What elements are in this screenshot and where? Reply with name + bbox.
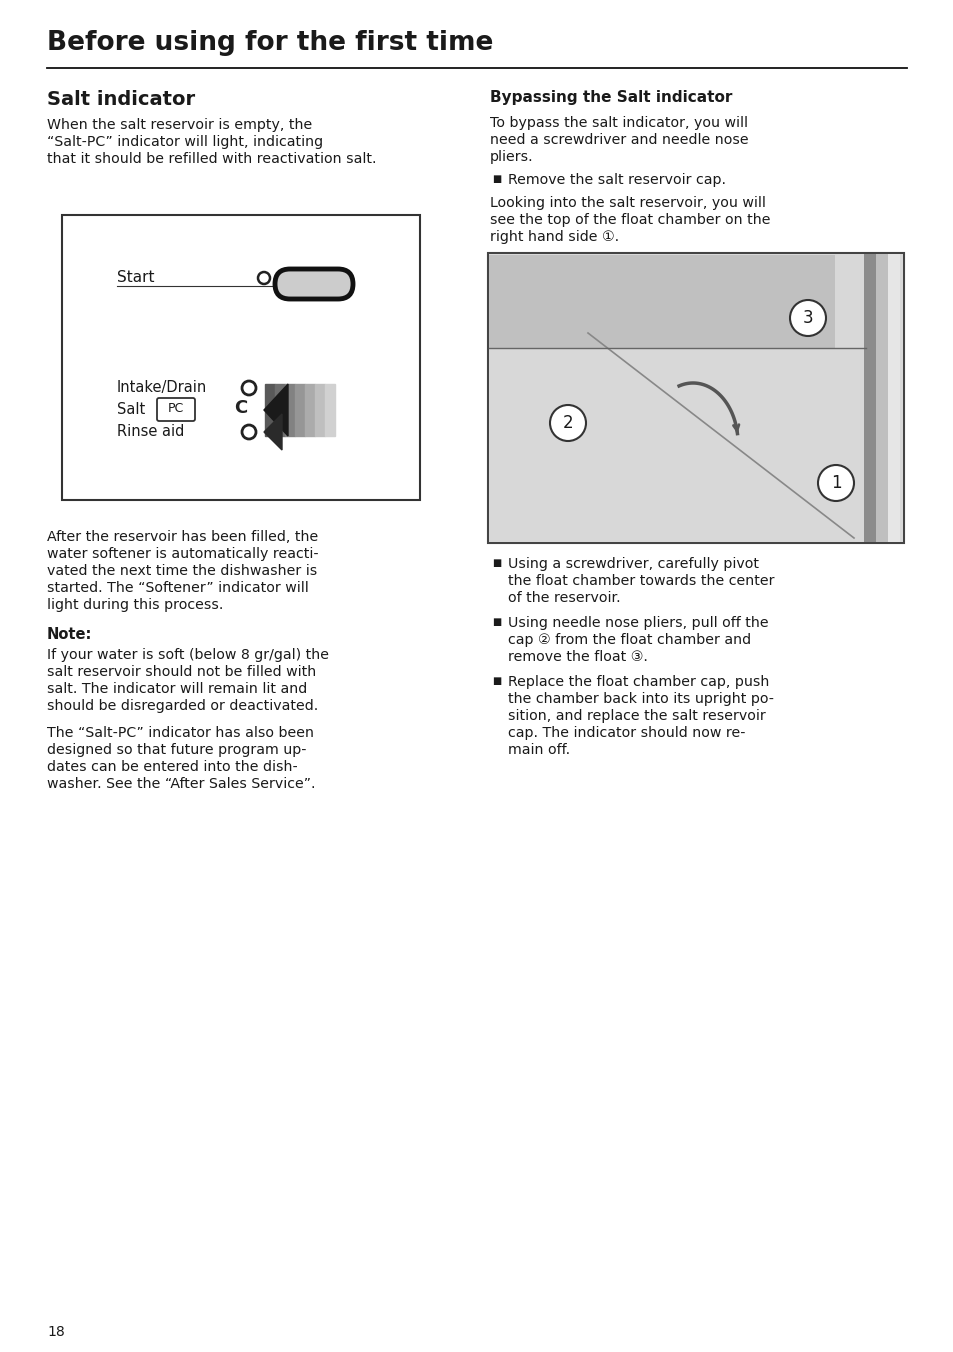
Text: The “Salt-PC” indicator has also been: The “Salt-PC” indicator has also been — [47, 726, 314, 740]
Text: C: C — [234, 399, 248, 416]
Text: If your water is soft (below 8 gr/gal) the: If your water is soft (below 8 gr/gal) t… — [47, 648, 329, 662]
Text: ■: ■ — [492, 676, 500, 685]
Bar — [314, 384, 325, 435]
Bar — [62, 215, 419, 500]
Text: When the salt reservoir is empty, the: When the salt reservoir is empty, the — [47, 118, 312, 132]
Bar — [489, 254, 902, 542]
Text: of the reservoir.: of the reservoir. — [507, 591, 620, 604]
Text: Start: Start — [117, 270, 154, 285]
Text: salt. The indicator will remain lit and: salt. The indicator will remain lit and — [47, 681, 307, 696]
Text: dates can be entered into the dish-: dates can be entered into the dish- — [47, 760, 297, 773]
FancyBboxPatch shape — [274, 269, 353, 299]
Polygon shape — [264, 384, 288, 435]
Text: ■: ■ — [492, 174, 500, 184]
Text: right hand side ①.: right hand side ①. — [490, 230, 618, 243]
Polygon shape — [264, 414, 282, 450]
Circle shape — [817, 465, 853, 502]
Bar — [285, 384, 294, 435]
Text: the float chamber towards the center: the float chamber towards the center — [507, 575, 774, 588]
Text: Salt: Salt — [117, 402, 145, 416]
Text: pliers.: pliers. — [490, 150, 533, 164]
Text: Using a screwdriver, carefully pivot: Using a screwdriver, carefully pivot — [507, 557, 759, 571]
Bar — [305, 384, 314, 435]
Text: Replace the float chamber cap, push: Replace the float chamber cap, push — [507, 675, 768, 690]
Text: Looking into the salt reservoir, you will: Looking into the salt reservoir, you wil… — [490, 196, 765, 210]
Text: To bypass the salt indicator, you will: To bypass the salt indicator, you will — [490, 116, 747, 130]
Text: Rinse aid: Rinse aid — [117, 425, 184, 439]
Text: Salt indicator: Salt indicator — [47, 91, 195, 110]
Text: PC: PC — [168, 403, 184, 415]
Text: designed so that future program up-: designed so that future program up- — [47, 744, 306, 757]
Bar — [294, 384, 305, 435]
Text: sition, and replace the salt reservoir: sition, and replace the salt reservoir — [507, 708, 765, 723]
Bar — [325, 384, 335, 435]
Text: Intake/Drain: Intake/Drain — [117, 380, 207, 395]
Text: Remove the salt reservoir cap.: Remove the salt reservoir cap. — [507, 173, 725, 187]
Bar — [887, 254, 899, 542]
Text: water softener is automatically reacti-: water softener is automatically reacti- — [47, 548, 318, 561]
Text: After the reservoir has been filled, the: After the reservoir has been filled, the — [47, 530, 318, 544]
Circle shape — [550, 406, 585, 441]
Bar — [265, 384, 274, 435]
Text: should be disregarded or deactivated.: should be disregarded or deactivated. — [47, 699, 318, 713]
Bar — [488, 253, 903, 544]
Text: remove the float ③.: remove the float ③. — [507, 650, 647, 664]
Text: that it should be refilled with reactivation salt.: that it should be refilled with reactiva… — [47, 151, 376, 166]
Text: ■: ■ — [492, 558, 500, 568]
Text: see the top of the float chamber on the: see the top of the float chamber on the — [490, 214, 770, 227]
Text: 2: 2 — [562, 414, 573, 433]
Text: salt reservoir should not be filled with: salt reservoir should not be filled with — [47, 665, 315, 679]
Text: Using needle nose pliers, pull off the: Using needle nose pliers, pull off the — [507, 617, 768, 630]
Text: Bypassing the Salt indicator: Bypassing the Salt indicator — [490, 91, 732, 105]
Text: the chamber back into its upright po-: the chamber back into its upright po- — [507, 692, 773, 706]
Text: ■: ■ — [492, 617, 500, 627]
Text: Note:: Note: — [47, 627, 92, 642]
Text: need a screwdriver and needle nose: need a screwdriver and needle nose — [490, 132, 748, 147]
Bar — [489, 256, 834, 347]
Text: “Salt-PC” indicator will light, indicating: “Salt-PC” indicator will light, indicati… — [47, 135, 323, 149]
Text: 3: 3 — [801, 310, 813, 327]
Text: washer. See the “After Sales Service”.: washer. See the “After Sales Service”. — [47, 777, 315, 791]
Text: vated the next time the dishwasher is: vated the next time the dishwasher is — [47, 564, 317, 579]
FancyBboxPatch shape — [157, 397, 194, 420]
Text: Before using for the first time: Before using for the first time — [47, 30, 493, 55]
Text: cap ② from the float chamber and: cap ② from the float chamber and — [507, 633, 750, 648]
Bar — [863, 254, 875, 542]
Bar — [274, 384, 285, 435]
Text: 18: 18 — [47, 1325, 65, 1338]
Text: started. The “Softener” indicator will: started. The “Softener” indicator will — [47, 581, 309, 595]
Bar — [875, 254, 887, 542]
Text: 1: 1 — [830, 475, 841, 492]
Text: light during this process.: light during this process. — [47, 598, 223, 612]
Text: main off.: main off. — [507, 744, 570, 757]
Text: cap. The indicator should now re-: cap. The indicator should now re- — [507, 726, 744, 740]
Circle shape — [789, 300, 825, 337]
